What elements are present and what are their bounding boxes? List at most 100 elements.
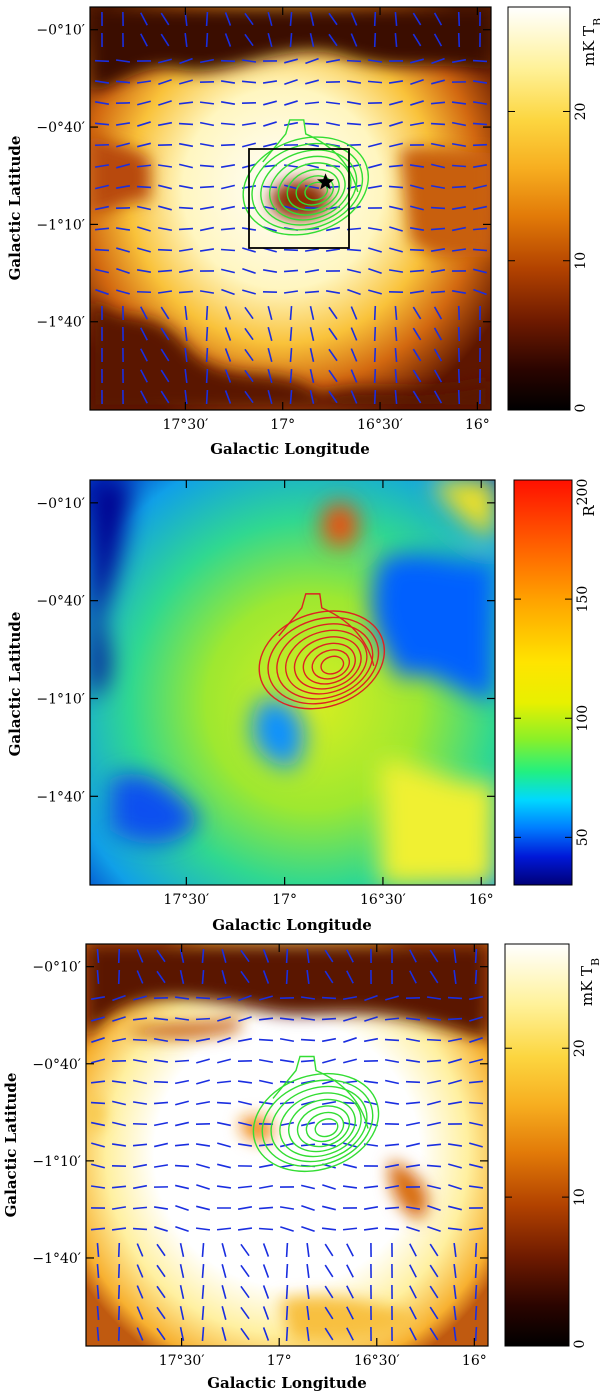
polarization-vector <box>174 1017 190 1021</box>
polarization-vector <box>90 1101 106 1105</box>
polarization-vector <box>409 1243 417 1257</box>
polarization-vector <box>285 1305 289 1321</box>
x-tick-label: 16° <box>462 1353 487 1369</box>
polarization-vector <box>364 994 378 1002</box>
polarization-vector <box>409 248 425 252</box>
polarization-vector <box>384 1227 400 1231</box>
polarization-vector <box>153 1101 169 1105</box>
polarization-vector <box>430 142 446 148</box>
polarization-vector <box>346 970 354 984</box>
polarization-vector <box>220 101 236 105</box>
polarization-vector <box>409 1285 417 1299</box>
polarization-vector <box>174 1079 190 1085</box>
polarization-vector <box>343 1016 357 1022</box>
polarization-vector <box>468 995 484 1001</box>
polarization-vector <box>117 1263 121 1279</box>
polarization-vector <box>430 184 446 190</box>
polarization-vector <box>263 100 277 106</box>
polarization-vector <box>199 164 215 168</box>
polarization-vector <box>178 122 194 126</box>
polarization-vector <box>306 1263 310 1279</box>
polarization-vector <box>136 185 152 189</box>
x-tick-label: 17° <box>270 417 295 433</box>
polarization-vector <box>91 1142 105 1148</box>
polarization-vector <box>309 326 315 342</box>
polarization-vector <box>472 248 488 252</box>
polarization-vector <box>409 1306 417 1320</box>
polarization-vector <box>184 326 188 342</box>
polarization-vector <box>136 1285 144 1299</box>
polarization-vector <box>305 79 319 85</box>
polarization-vector <box>451 58 467 64</box>
polarization-vector <box>96 969 100 985</box>
polarization-vector <box>91 1037 105 1043</box>
polarization-vector <box>96 948 100 964</box>
colorbar-tick-label: 10 <box>573 252 589 270</box>
polarization-vector <box>258 1017 274 1021</box>
polarization-vector <box>447 996 463 1000</box>
polarization-vector <box>240 1285 250 1299</box>
polarization-vector <box>157 290 173 294</box>
polarization-vector <box>469 1142 483 1148</box>
polarization-vector <box>258 1101 274 1105</box>
polarization-vector <box>179 79 193 85</box>
polarization-vector <box>237 1227 253 1231</box>
polarization-vector <box>430 206 446 210</box>
polarization-vector <box>368 142 382 148</box>
polarization-vector <box>178 184 194 190</box>
polarization-vector <box>244 348 254 362</box>
polarization-vector <box>367 227 383 231</box>
polarization-vector <box>111 1080 127 1084</box>
polarization-vector <box>384 1163 400 1169</box>
polarization-vector <box>472 143 488 147</box>
polarization-vector <box>156 949 166 963</box>
polarization-vector <box>373 11 377 27</box>
x-tick-label: 16°30′ <box>357 417 403 433</box>
polarization-vector <box>363 1080 379 1084</box>
polarization-vector <box>132 1017 148 1021</box>
polarization-vector <box>258 1038 274 1042</box>
polarization-vector <box>224 390 232 404</box>
polarization-vector <box>132 1143 148 1147</box>
polarization-vector <box>346 1327 354 1341</box>
polarization-vector <box>94 122 110 126</box>
polarization-vector <box>216 995 232 1001</box>
y-tick-label: −0°10′ <box>36 23 85 39</box>
polarization-vector <box>196 1163 210 1169</box>
polarization-vector <box>262 1243 270 1257</box>
polarization-vector <box>388 80 404 84</box>
polarization-vector <box>451 121 467 127</box>
polarization-vector <box>244 369 254 383</box>
polarization-vector <box>224 327 232 341</box>
polarization-vector <box>221 970 227 984</box>
polarization-vector <box>240 1243 250 1257</box>
polarization-vector <box>451 248 467 252</box>
y-tick-label: −0°40′ <box>36 594 85 610</box>
polarization-vector <box>224 348 232 362</box>
polarization-vector <box>195 1037 211 1043</box>
polarization-vector <box>237 1185 253 1189</box>
polarization-vector <box>132 1206 148 1210</box>
polarization-vector <box>262 949 270 963</box>
top-plot-frame <box>89 6 492 411</box>
polarization-vector <box>136 949 144 963</box>
polarization-vector <box>220 227 236 231</box>
polarization-vector <box>95 268 109 274</box>
polarization-vector <box>322 1184 336 1190</box>
polarization-vector <box>469 1037 483 1043</box>
contour-level <box>311 649 351 680</box>
colorbar-tick-label: 150 <box>575 586 591 613</box>
polarization-vector <box>448 1058 462 1064</box>
polarization-vector <box>90 1121 106 1127</box>
polarization-vector <box>322 1205 336 1211</box>
polarization-vector <box>468 1101 484 1105</box>
polarization-vector <box>237 1206 253 1210</box>
polarization-vector <box>91 1058 105 1064</box>
polarization-vector <box>430 227 446 231</box>
polarization-vector <box>363 1227 379 1231</box>
colorbar-tick-label: 10 <box>572 1188 588 1206</box>
contour-level <box>251 142 364 231</box>
polarization-vector <box>140 33 148 47</box>
x-tick-label: 16° <box>465 417 490 433</box>
polarization-vector <box>342 1185 358 1189</box>
